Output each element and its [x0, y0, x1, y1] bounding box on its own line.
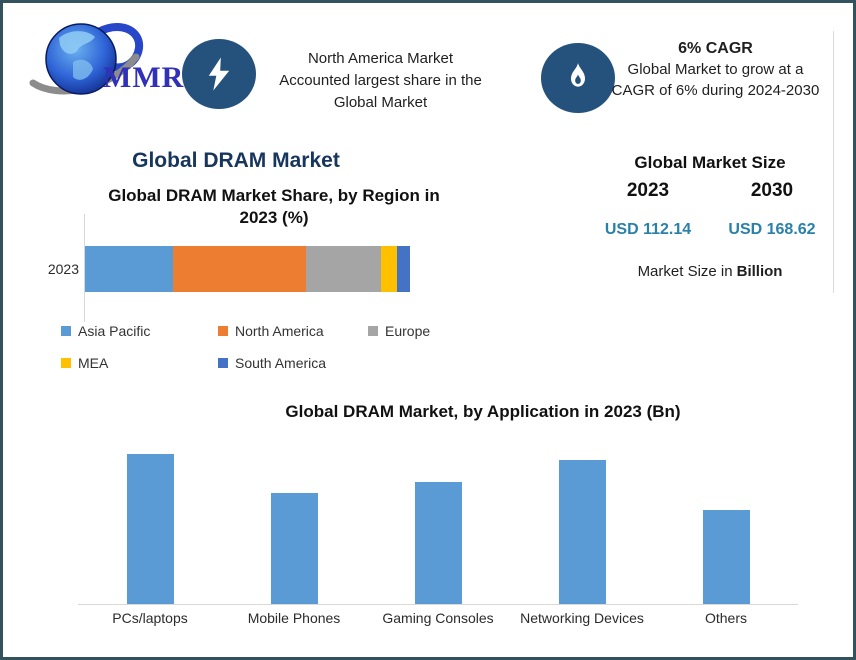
region-axis-label: 2023 [47, 261, 79, 277]
market-size-panel: Global Market Size 2023 2030 USD 112.14 … [586, 151, 834, 286]
app-bar-networking-devices [558, 460, 606, 604]
legend-label: North America [235, 323, 324, 339]
share-note-line: Global Market [333, 94, 428, 111]
app-bar-others [702, 510, 750, 604]
flame-icon [570, 63, 586, 87]
legend-label: South America [235, 355, 327, 371]
region-segment-asia-pacific [85, 246, 173, 292]
legend-swatch-asia-pacific [61, 326, 71, 336]
legend-label: Asia Pacific [78, 323, 151, 339]
share-note-line: North America Market [307, 50, 454, 67]
cagr-note: 6% CAGR Global Market to grow at a CAGR … [598, 38, 833, 101]
legend-item-asia-pacific: Asia Pacific [61, 323, 218, 339]
region-stacked-bar [85, 246, 410, 292]
region-chart-title: Global DRAM Market Share, by Region in 2… [75, 185, 473, 229]
globe-swoosh-icon [29, 22, 144, 95]
legend-swatch-south-america [218, 358, 228, 368]
app-column-pcs-laptops [78, 448, 222, 604]
legend-label: MEA [78, 355, 109, 371]
app-category-label: Others [704, 610, 747, 626]
legend-item-south-america: South America [218, 355, 368, 371]
lightning-badge [182, 39, 256, 109]
app-column-networking-devices [510, 448, 654, 604]
region-chart-title-line: 2023 (%) [239, 208, 309, 227]
lightning-bolt-icon [208, 57, 230, 91]
legend-item-mea: MEA [61, 355, 218, 371]
market-size-title: Global Market Size [634, 153, 786, 172]
region-segment-mea [380, 246, 397, 292]
market-size-value-2030: USD 168.62 [728, 221, 816, 238]
app-column-others [654, 448, 798, 604]
region-segment-south-america [397, 246, 410, 292]
share-note: North America Market Accounted largest s… [259, 48, 502, 114]
legend-swatch-europe [368, 326, 378, 336]
legend-item-north-america: North America [218, 323, 368, 339]
market-size-years: 2023 2030 [586, 180, 834, 202]
app-category-label: Networking Devices [520, 610, 644, 626]
market-size-footnote: Market Size in Billion [586, 263, 834, 280]
mmr-logo: MMR [29, 17, 183, 101]
region-segment-north-america [172, 246, 306, 292]
legend-label: Europe [385, 323, 431, 339]
legend-swatch-mea [61, 358, 71, 368]
panel-edge-line [833, 31, 834, 293]
share-note-line: Accounted largest share in the [279, 72, 482, 89]
region-chart-title-line: Global DRAM Market Share, by Region in [108, 186, 440, 205]
flame-badge [541, 43, 615, 113]
market-size-footnote-bold: Billion [736, 263, 783, 280]
page-title: Global DRAM Market [132, 149, 340, 172]
app-bar-gaming-consoles [414, 482, 462, 604]
app-category-label: Gaming Consoles [382, 610, 494, 626]
region-chart-axis-line [84, 214, 85, 322]
market-size-value-2023: USD 112.14 [604, 221, 692, 238]
market-size-footnote-text: Market Size in [637, 263, 733, 280]
year-2030-label: 2030 [750, 180, 794, 201]
year-2023-label: 2023 [626, 180, 670, 201]
cagr-headline: 6% CAGR [678, 40, 753, 57]
app-category-label: Mobile Phones [247, 610, 341, 626]
app-column-gaming-consoles [366, 448, 510, 604]
application-chart-title: Global DRAM Market, by Application in 20… [285, 402, 681, 421]
app-bar-pcs-laptops [126, 454, 174, 604]
cagr-note-line: CAGR of 6% during 2024-2030 [611, 82, 820, 99]
app-column-mobile-phones [222, 448, 366, 604]
legend-item-europe: Europe [368, 323, 461, 339]
market-size-values: USD 112.14 USD 168.62 [586, 221, 834, 239]
cagr-note-line: Global Market to grow at a [627, 61, 804, 78]
app-bar-mobile-phones [270, 493, 318, 604]
application-chart-plot [78, 448, 798, 605]
region-legend: Asia Pacific North America Europe MEA South … [61, 323, 461, 371]
legend-swatch-north-america [218, 326, 228, 336]
region-segment-europe [306, 246, 381, 292]
app-category-label: PCs/laptops [112, 610, 188, 626]
application-chart-labels: PCs/laptops Mobile Phones Gaming Consoles N… [78, 610, 798, 626]
logo-text: MMR [103, 61, 185, 94]
